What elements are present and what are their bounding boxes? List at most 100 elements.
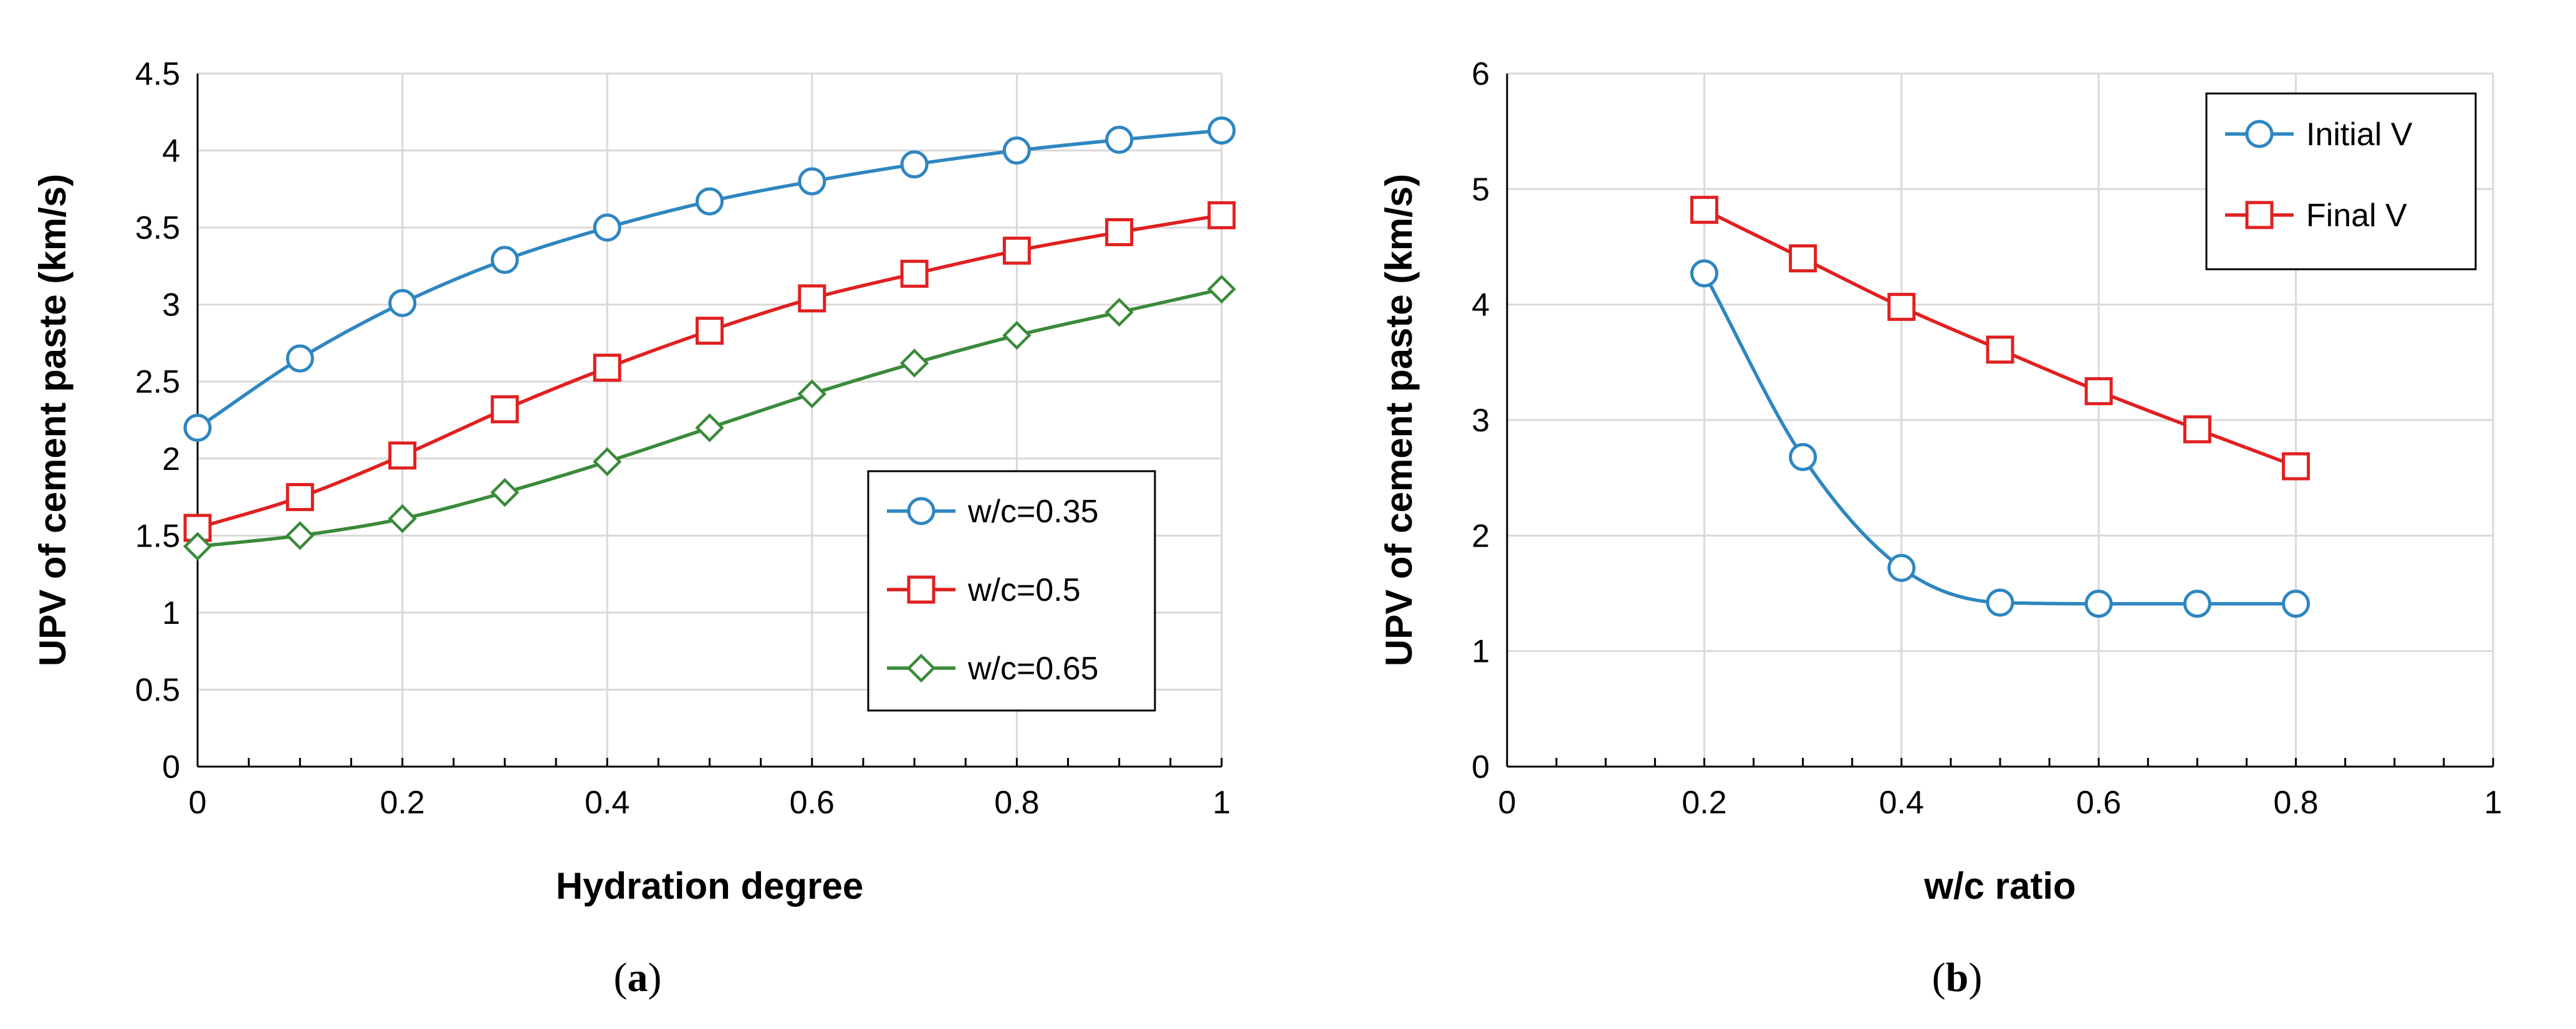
y-axis-title: UPV of cement paste (km/s)	[1378, 174, 1420, 666]
legend: w/c=0.35 w/c=0.5 w/c=0.65	[867, 470, 1156, 712]
data-point	[1002, 136, 1031, 165]
x-tick-label: 0.8	[2273, 785, 2318, 821]
series-w/c=0.5	[183, 201, 1236, 542]
y-tick-label: 4.5	[135, 56, 180, 92]
data-point	[593, 353, 621, 382]
x-tick-label: 0.2	[380, 785, 424, 821]
legend-label: Initial V	[2306, 117, 2413, 153]
legend-label: w/c=0.65	[967, 651, 1099, 687]
data-point	[388, 289, 417, 317]
y-axis-title: UPV of cement paste (km/s)	[32, 174, 74, 666]
legend-marker	[2245, 201, 2274, 229]
data-point	[1104, 297, 1134, 327]
legend: Initial V Final V	[2205, 92, 2477, 270]
data-point	[1887, 292, 1916, 321]
series-Initial V	[1690, 259, 2310, 618]
x-tick-label: 0.8	[994, 785, 1039, 821]
data-point	[285, 521, 315, 550]
data-point	[1887, 553, 1916, 582]
x-tick-label: 1	[1213, 785, 1231, 821]
x-tick-label: 0.4	[1879, 785, 1924, 821]
x-axis-title: w/c ratio	[1923, 865, 2076, 907]
data-point	[2084, 590, 2113, 618]
y-tick-label: 3	[1472, 403, 1490, 439]
data-point	[1002, 236, 1031, 265]
gridlines	[198, 72, 1223, 767]
series-Final V	[1690, 196, 2310, 481]
caption-a: (a)	[614, 955, 662, 1000]
y-tick-label: 2.5	[135, 364, 180, 400]
data-point	[2183, 415, 2211, 444]
data-point	[593, 213, 621, 242]
data-point	[695, 413, 724, 443]
data-point	[797, 379, 826, 409]
data-point	[900, 150, 929, 179]
y-tick-label: 1	[1472, 634, 1490, 670]
data-point	[1002, 320, 1032, 350]
x-minor-ticks	[1506, 758, 2494, 767]
data-point	[1789, 244, 1817, 273]
y-tick-label: 4	[1472, 287, 1490, 323]
legend-marker	[907, 497, 936, 525]
data-point	[899, 348, 929, 378]
legend-marker	[907, 575, 936, 604]
y-tick-label: 2	[1472, 518, 1490, 554]
data-point	[2282, 452, 2310, 481]
data-point	[285, 483, 314, 512]
data-point	[1690, 259, 1718, 288]
y-tick-label: 3.5	[135, 210, 180, 246]
legend-label: w/c=0.35	[967, 494, 1099, 530]
x-tick-label: 0.6	[2076, 785, 2121, 821]
caption-b: (b)	[1932, 955, 1983, 1000]
data-point	[696, 317, 724, 345]
data-point	[490, 477, 520, 507]
x-tick-label: 0.4	[585, 785, 630, 821]
series-w/c=0.65	[183, 274, 1237, 561]
x-tick-label: 0.6	[790, 785, 835, 821]
legend-label: Final V	[2306, 198, 2407, 234]
legend-label: w/c=0.5	[967, 572, 1081, 608]
series-line	[196, 128, 1222, 429]
data-point	[593, 447, 622, 476]
data-point	[183, 413, 212, 442]
y-tick-label: 0.5	[135, 672, 180, 708]
data-point	[1207, 201, 1236, 229]
data-point	[491, 395, 519, 424]
y-tick-label: 3	[162, 287, 180, 323]
data-point	[388, 504, 417, 534]
chart-a: 0 0.2 0.4 0.6 0.8 1 0 0.5 1 1.5 2 2.5 3 3.5 4 4.5 Hydrat…	[32, 56, 1237, 907]
data-point	[183, 532, 213, 561]
data-point	[491, 246, 519, 274]
data-point	[798, 284, 826, 313]
data-point	[1789, 443, 1817, 471]
y-tick-label: 1	[162, 595, 180, 631]
y-tick-label: 6	[1472, 56, 1490, 92]
x-tick-label: 0	[1498, 785, 1516, 821]
data-point	[285, 344, 314, 373]
y-tick-label: 1.5	[135, 518, 180, 554]
data-point	[2282, 590, 2310, 618]
data-point	[388, 441, 417, 470]
y-tick-label: 5	[1472, 171, 1490, 208]
x-tick-label: 1	[2484, 785, 2502, 821]
data-point	[2084, 377, 2113, 406]
y-tick-label: 0	[162, 749, 180, 785]
y-tick-label: 0	[1472, 749, 1490, 785]
data-point	[1105, 218, 1134, 247]
y-tick-label: 2	[162, 441, 180, 477]
chart-b: 0 0.2 0.4 0.6 0.8 1 0 1 2 3 4 5 6 w/c ratio UPV of cem…	[1378, 56, 2502, 907]
y-tick-label: 4	[162, 133, 180, 170]
data-point	[2183, 590, 2211, 618]
data-point	[900, 259, 929, 288]
x-tick-label: 0	[189, 785, 207, 821]
x-minor-ticks	[196, 758, 1223, 767]
x-tick-label: 0.2	[1682, 785, 1726, 821]
data-point	[1986, 335, 2014, 364]
x-axis-title: Hydration degree	[556, 865, 863, 907]
legend-marker	[2245, 120, 2274, 148]
data-point	[1986, 588, 2014, 617]
data-point	[1690, 196, 1718, 224]
legend-marker	[906, 653, 936, 683]
